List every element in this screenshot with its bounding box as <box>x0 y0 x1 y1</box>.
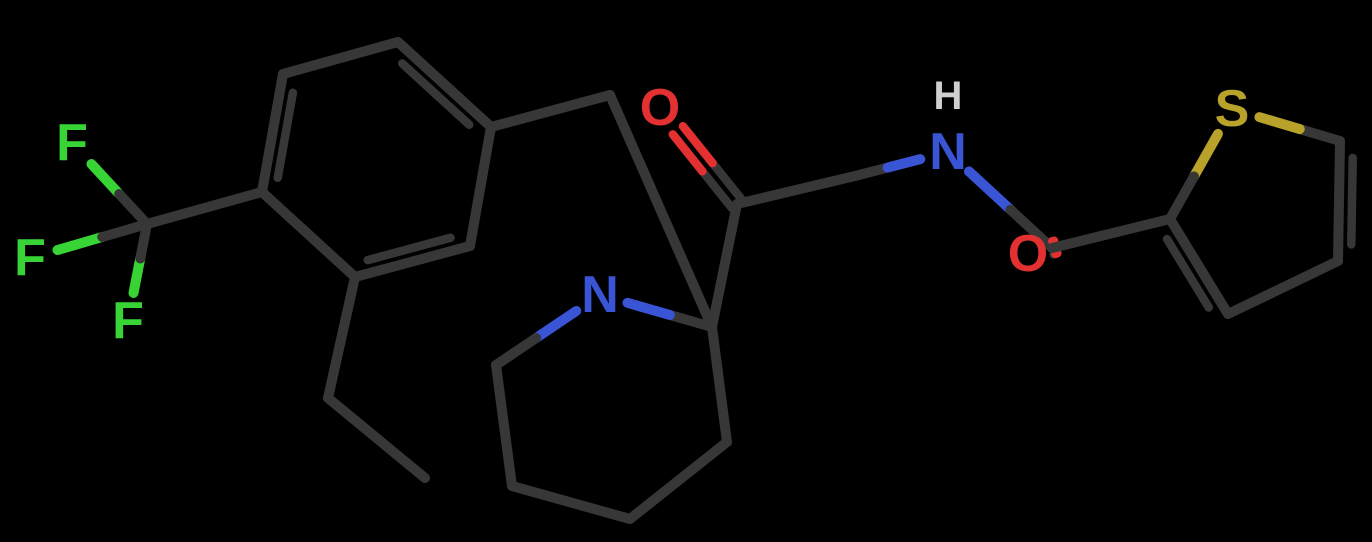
s-atom-label: S <box>1215 80 1250 138</box>
f-atom-label: F <box>112 292 144 350</box>
f-atom-label: F <box>14 229 46 287</box>
o-atom-label: O <box>1008 225 1048 283</box>
molecule-diagram: FFFNONOSH <box>0 0 1372 542</box>
n-atom-label: N <box>581 266 619 324</box>
f-atom-label: F <box>56 114 88 172</box>
o-atom-label: O <box>640 79 680 137</box>
n-atom-label: N <box>929 123 967 181</box>
hydrogen-atom-label: H <box>934 74 963 118</box>
